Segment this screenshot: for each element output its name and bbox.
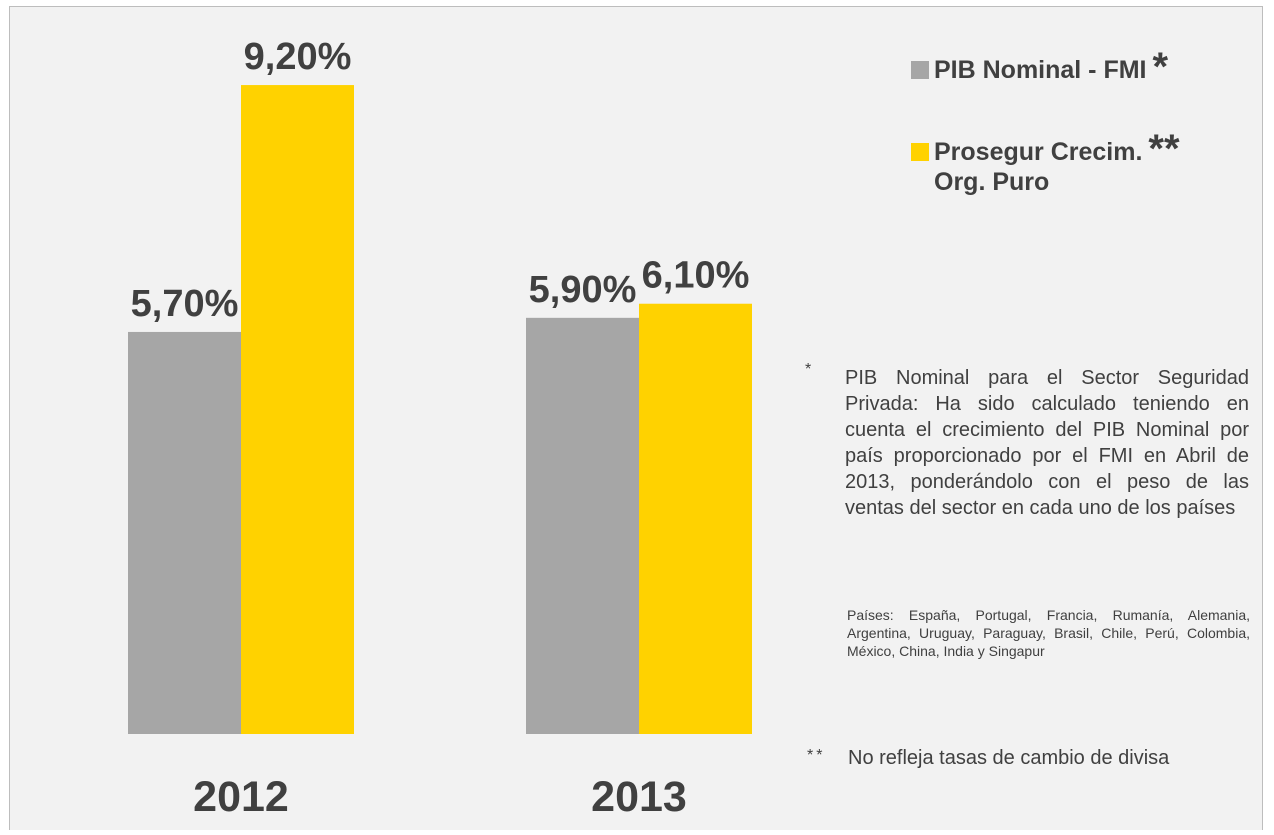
legend-mark-pib: * [1152, 45, 1169, 89]
footnote-2-mark: ** [807, 747, 826, 764]
bar-2012-series-1 [241, 85, 354, 734]
legend-label-prosegur: Prosegur Crecim. Org. Puro [934, 138, 1143, 196]
bar-chart: 5,70% 9,20% 2012 5,90% 6,10% 2013 [128, 36, 752, 821]
data-label-2012-series-0: 5,70% [131, 283, 239, 325]
legend-swatch-yellow [911, 143, 929, 161]
legend-label-pib: PIB Nominal - FMI [934, 56, 1147, 84]
data-label-2013-series-0: 5,90% [529, 269, 637, 311]
data-label-2013-series-1: 6,10% [642, 255, 750, 297]
legend-item-prosegur: Prosegur Crecim. Org. Puro ** [911, 127, 1180, 197]
legend-item-pib: PIB Nominal - FMI * [911, 45, 1169, 89]
chart-panel: 5,70% 9,20% 2012 5,90% 6,10% 2013 PIB Nominal… [9, 6, 1263, 830]
legend-swatch-gray [911, 61, 929, 79]
data-label-2012-series-1: 9,20% [244, 36, 352, 78]
category-label-2012: 2012 [193, 773, 289, 821]
bar-2012-series-0 [128, 331, 241, 734]
category-label-2013: 2013 [591, 773, 687, 821]
footnote-1-countries: Países: España, Portugal, Francia, Ruman… [847, 607, 1250, 659]
footnote-1-text: PIB Nominal para el Sector Seguridad Pri… [845, 367, 1249, 519]
bar-2013-series-0 [526, 317, 639, 734]
footnote-2-text: No refleja tasas de cambio de divisa [848, 747, 1170, 769]
bar-2013-series-1 [639, 303, 752, 734]
footnote-1-mark: * [805, 361, 812, 378]
legend-mark-prosegur: ** [1148, 127, 1180, 171]
